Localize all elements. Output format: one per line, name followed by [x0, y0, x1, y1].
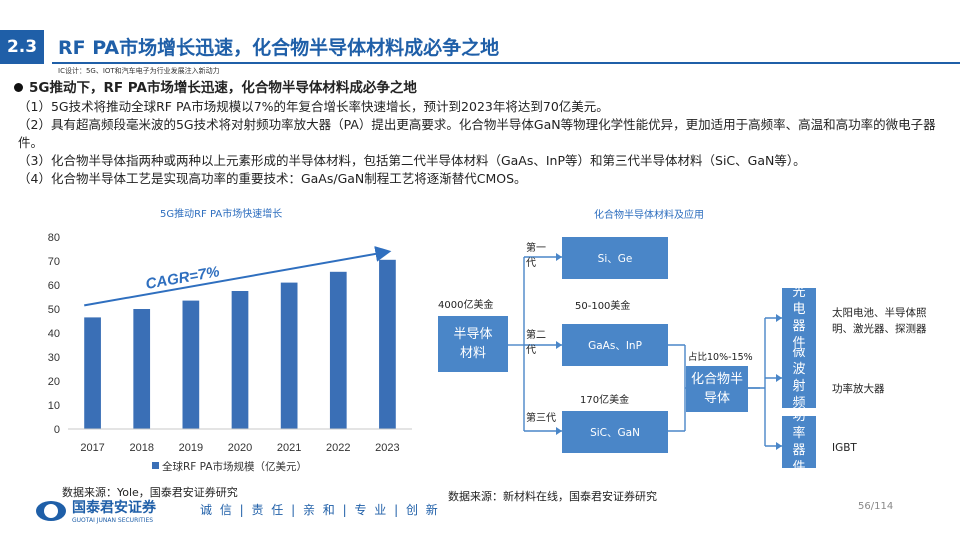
- footer-slogan: 诚 信 | 责 任 | 亲 和 | 专 业 | 创 新: [200, 503, 440, 517]
- slide-title: RF PA市场增长迅速，化合物半导体材料成必争之地: [58, 37, 500, 59]
- y-tick-label: 50: [48, 304, 60, 316]
- y-tick-label: 10: [48, 400, 60, 412]
- semiconductor-value: 4000亿美金: [438, 298, 493, 311]
- bar: [133, 309, 151, 429]
- paragraph-2: （2）具有超高频段毫米波的5G技术将对射频功率放大器（PA）提出更高要求。化合物…: [18, 117, 936, 150]
- x-tick-label: 2019: [179, 442, 203, 454]
- diagram-arrowheads: [556, 253, 782, 450]
- device-3-box: [782, 416, 816, 468]
- bullet-heading: 5G推动下，RF PA市场增长迅速，化合物半导体材料成必争之地: [12, 79, 952, 98]
- y-axis: 0 10 20 30 40 50 60 70 80: [48, 232, 60, 436]
- gen-1-materials: Si、Ge: [598, 253, 633, 265]
- compound-share: 占比10%-15%: [688, 351, 753, 363]
- bar: [329, 271, 347, 429]
- x-tick-label: 2020: [228, 442, 252, 454]
- logo-name-en: GUOTAI JUNAN SECURITIES: [72, 517, 154, 524]
- x-tick-label: 2017: [80, 442, 104, 454]
- diagram-source: 数据来源：新材料在线，国泰君安证券研究: [448, 490, 657, 503]
- bar: [84, 317, 101, 429]
- y-tick-label: 40: [48, 328, 60, 340]
- bar-series: [84, 259, 396, 429]
- paragraph-1: （1）5G技术将推动全球RF PA市场规模以7%的年复合增长率快速增长，预计到2…: [18, 99, 609, 114]
- materials-diagram: 4000亿美金 半导体材料 第一代 第二代 第三代 50-100美金 170亿美…: [438, 237, 927, 468]
- device-2-uses: 功率放大器: [832, 382, 885, 395]
- diagram-title: 化合物半导体材料及应用: [594, 210, 704, 221]
- slide-subtitle: IC设计：5G、IOT和汽车电子为行业发展注入新动力: [58, 67, 220, 75]
- legend-label: 全球RF PA市场规模（亿美元）: [162, 460, 307, 473]
- chart-title: 5G推动RF PA市场快速增长: [160, 209, 283, 220]
- device-1-label: 光电器件: [792, 288, 806, 348]
- bullet-heading-text: 5G推动下，RF PA市场增长迅速，化合物半导体材料成必争之地: [29, 80, 417, 96]
- bar: [182, 300, 200, 429]
- gen-1-label: 第一代: [526, 243, 546, 269]
- bar: [231, 291, 249, 429]
- gen-2-box: [562, 324, 668, 366]
- compound-label: 化合物半导体: [690, 372, 743, 406]
- device-3-uses: IGBT: [832, 442, 857, 454]
- logo-mark-icon: [36, 500, 66, 521]
- gen-2-materials: GaAs、InP: [588, 340, 642, 352]
- device-1-box: [782, 288, 816, 348]
- bar: [379, 259, 396, 429]
- y-tick-label: 80: [48, 232, 60, 244]
- company-logo: 国泰君安证券 GUOTAI JUNAN SECURITIES: [36, 497, 156, 524]
- bar: [280, 282, 298, 429]
- paragraph-4: （4）化合物半导体工艺是实现高功率的重要技术：GaAs/GaN制程工艺将逐渐替代…: [18, 171, 527, 186]
- footer: 国泰君安证券 GUOTAI JUNAN SECURITIES 诚 信 | 责 任…: [0, 495, 960, 540]
- gen-3-box: [562, 411, 668, 453]
- y-tick-label: 0: [54, 424, 60, 436]
- bullet-dot-icon: [14, 83, 23, 92]
- compound-box: [686, 366, 748, 412]
- legend-swatch: [152, 462, 159, 469]
- x-tick-label: 2022: [326, 442, 350, 454]
- device-1-uses: 太阳电池、半导体照明、激光器、探测器: [832, 307, 927, 335]
- y-tick-label: 20: [48, 376, 60, 388]
- gen-3-value: 170亿美金: [580, 393, 629, 406]
- x-tick-label: 2021: [277, 442, 301, 454]
- section-number-badge: 2.3: [0, 30, 44, 64]
- device-2-label: 微波射频: [792, 348, 806, 408]
- x-axis: 2017 2018 2019 2020 2021 2022 2023: [68, 428, 412, 454]
- paragraph-3: （3）化合物半导体指两种或两种以上元素形成的半导体材料，包括第二代半导体材料（G…: [18, 153, 806, 168]
- x-tick-label: 2023: [375, 442, 399, 454]
- y-tick-label: 30: [48, 352, 60, 364]
- gen-2-label: 第二代: [526, 330, 546, 356]
- x-tick-label: 2018: [129, 442, 153, 454]
- cagr-trend-arrow: [84, 246, 392, 307]
- semiconductor-label: 半导体材料: [453, 327, 493, 361]
- y-tick-label: 60: [48, 280, 60, 292]
- y-tick-label: 70: [48, 256, 60, 268]
- text-content: 5G推动下，RF PA市场增长迅速，化合物半导体材料成必争之地 （1）5G技术将…: [12, 79, 952, 188]
- semiconductor-box: [438, 316, 508, 372]
- page-number: 56/114: [858, 501, 894, 512]
- gen-3-label: 第三代: [526, 413, 556, 424]
- logo-name-cn: 国泰君安证券: [72, 500, 156, 516]
- title-divider: [52, 62, 960, 64]
- gen-1-box: [562, 237, 668, 279]
- gen-3-materials: SiC、GaN: [590, 427, 640, 439]
- device-2-box: [782, 348, 816, 408]
- gen-2-value: 50-100美金: [575, 299, 630, 312]
- chart-source: 数据来源：Yole，国泰君安证券研究: [62, 486, 238, 499]
- device-3-label: 功率器件: [792, 416, 806, 468]
